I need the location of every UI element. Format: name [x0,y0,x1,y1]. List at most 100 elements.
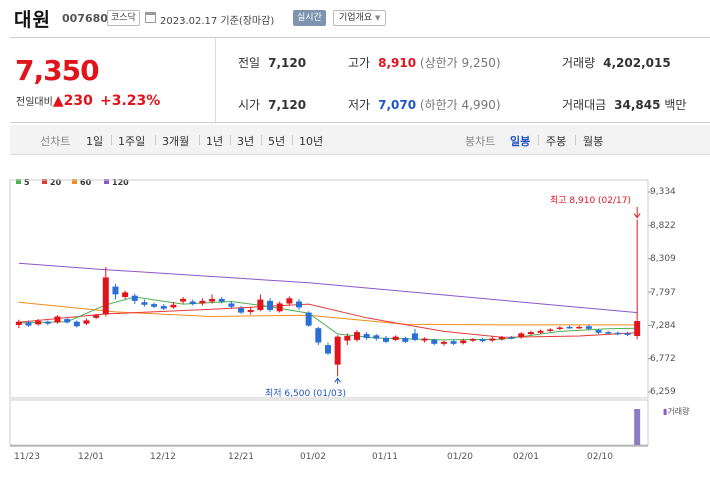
tab-separator [230,135,231,145]
candle-body [479,339,486,342]
tab-weekly[interactable]: 주봉 [546,135,567,148]
candle-body [64,319,71,323]
legend-label: 60 [80,178,92,187]
y-tick-label: 7,284 [650,321,676,331]
candle-body [402,337,409,342]
candle-body [634,321,641,336]
candle-body [363,334,370,338]
candle-body [334,336,341,365]
candle-body [382,337,389,342]
up-triangle-icon: ▲ [52,93,64,109]
change-value: 230 [63,93,93,109]
chart-period-tabs: 선차트 1일 1주일 3개월 1년 3년 5년 10년 봉차트 일봉 주봉 월봉 [10,125,710,155]
stat-open: 시가 7,120 [238,96,306,113]
tab-3m[interactable]: 3개월 [162,135,190,148]
stat-prev-label: 전일 [238,56,261,70]
tab-separator [261,135,262,145]
stock-name: 대원 [14,9,51,31]
change-percent: +3.23% [100,93,161,109]
x-tick-label: 12/12 [150,452,176,462]
y-tick-label: 8,309 [650,254,676,264]
stat-high-value: 8,910 [378,56,417,70]
candle-body [450,341,457,344]
candle-body [585,326,592,329]
market-badge: 코스닥 [107,10,140,26]
base-date: 2023.02.17 기준(장마감) [160,16,275,27]
tab-3y[interactable]: 3년 [237,135,255,148]
volume-legend: ▮거래량 [663,406,690,417]
tab-separator [538,135,539,145]
stock-code: 007680 [62,12,108,25]
x-tick-label: 01/02 [300,452,326,462]
volume-bar [634,409,641,445]
x-tick-label: 02/01 [513,452,539,462]
x-tick-label: 11/23 [14,452,40,462]
candle-body [180,298,187,302]
candle-body [238,308,245,313]
stat-prev-value: 7,120 [268,56,307,70]
candle-body [489,338,496,341]
amount-unit: 백만 [664,98,687,112]
chevron-down-icon: ▼ [375,14,381,22]
legend-label: 20 [50,178,62,187]
candle-body [595,330,602,333]
legend-label: 5 [24,178,30,187]
tab-10y[interactable]: 10년 [299,135,324,148]
candle-body [605,332,612,334]
y-tick-label: 6,259 [650,387,676,397]
candle-body [267,300,274,310]
candle-body [151,304,158,307]
x-tick-label: 12/01 [78,452,104,462]
candle-body [296,301,303,308]
low-arrow-head [334,377,342,383]
stat-low-label: 저가 [348,98,371,112]
candle-body [276,303,283,312]
tab-separator [292,135,293,145]
candle-body [518,333,525,338]
low-annotation: 최저 6,500 (01/03) [265,389,347,399]
candle-body [373,335,380,339]
tab-5y[interactable]: 5년 [268,135,286,148]
tab-1d[interactable]: 1일 [86,135,104,148]
y-tick-label: 6,772 [650,354,676,364]
candle-body [624,333,631,335]
candle-body [508,337,515,339]
tab-1y[interactable]: 1년 [206,135,224,148]
candle-body [170,304,177,308]
tab-1w[interactable]: 1주일 [118,135,146,148]
tab-monthly[interactable]: 월봉 [583,135,604,148]
candle-body [228,303,235,307]
x-tick-label: 01/20 [447,452,473,462]
price-panel: 7,350 전일대비▲230 +3.23% 전일 7,120 시가 7,120 고가… [10,37,710,124]
candle-body [392,336,399,340]
divider [215,38,216,124]
legend-swatch [16,179,21,184]
candle-body [83,320,90,324]
candle-body [112,286,119,295]
candle-body [199,300,206,304]
tab-daily[interactable]: 일봉 [510,135,531,148]
ma20-line [18,303,638,338]
stat-open-label: 시가 [238,98,261,112]
legend-ma60: 60 [72,178,91,187]
legend-swatch [42,179,47,184]
candle-body [440,341,447,344]
realtime-button[interactable]: 실시간 [293,10,326,26]
candle-body [325,345,331,354]
tab-separator [575,135,576,145]
legend-ma20: 20 [42,178,61,187]
stat-amount: 거래대금 34,845 백만 [562,96,686,113]
company-info-button[interactable]: 기업개요 ▼ [333,10,387,26]
stat-amount-label: 거래대금 [562,98,607,112]
candle-body [141,302,148,305]
candle-body [160,306,167,309]
ma120-line [18,262,638,314]
candle-body [73,321,80,327]
stat-volume-label: 거래량 [562,56,596,70]
candle-body [131,295,138,301]
candle-body [54,316,61,323]
candle-body [527,332,534,335]
stat-low-value: 7,070 [378,98,417,112]
lower-limit: (하한가 4,990) [419,98,501,112]
candle-body [411,333,418,340]
